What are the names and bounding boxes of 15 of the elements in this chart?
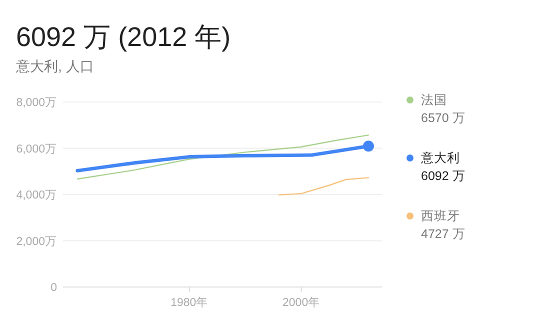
- title: 6092 万 (2012 年): [16, 22, 231, 52]
- x-tick-label: 2000年: [282, 296, 320, 309]
- x-tick-label: 1980年: [170, 296, 208, 309]
- subtitle: 意大利, 人口: [16, 58, 94, 74]
- legend-label: 意大利: [420, 151, 460, 165]
- legend-label: 法国: [421, 93, 447, 107]
- y-tick-label: 0: [50, 282, 57, 294]
- text: 6570 万: [421, 111, 466, 125]
- y-tick-label: 4,000万: [16, 188, 57, 202]
- y-tick-label: 6,000万: [16, 142, 57, 156]
- legend-label: 西班牙: [421, 209, 460, 223]
- text: 6092 万: [421, 169, 466, 183]
- y-tick-label: 8,000万: [16, 96, 57, 109]
- y-tick-label: 2,000万: [16, 234, 57, 248]
- text: 4727 万: [421, 227, 466, 241]
